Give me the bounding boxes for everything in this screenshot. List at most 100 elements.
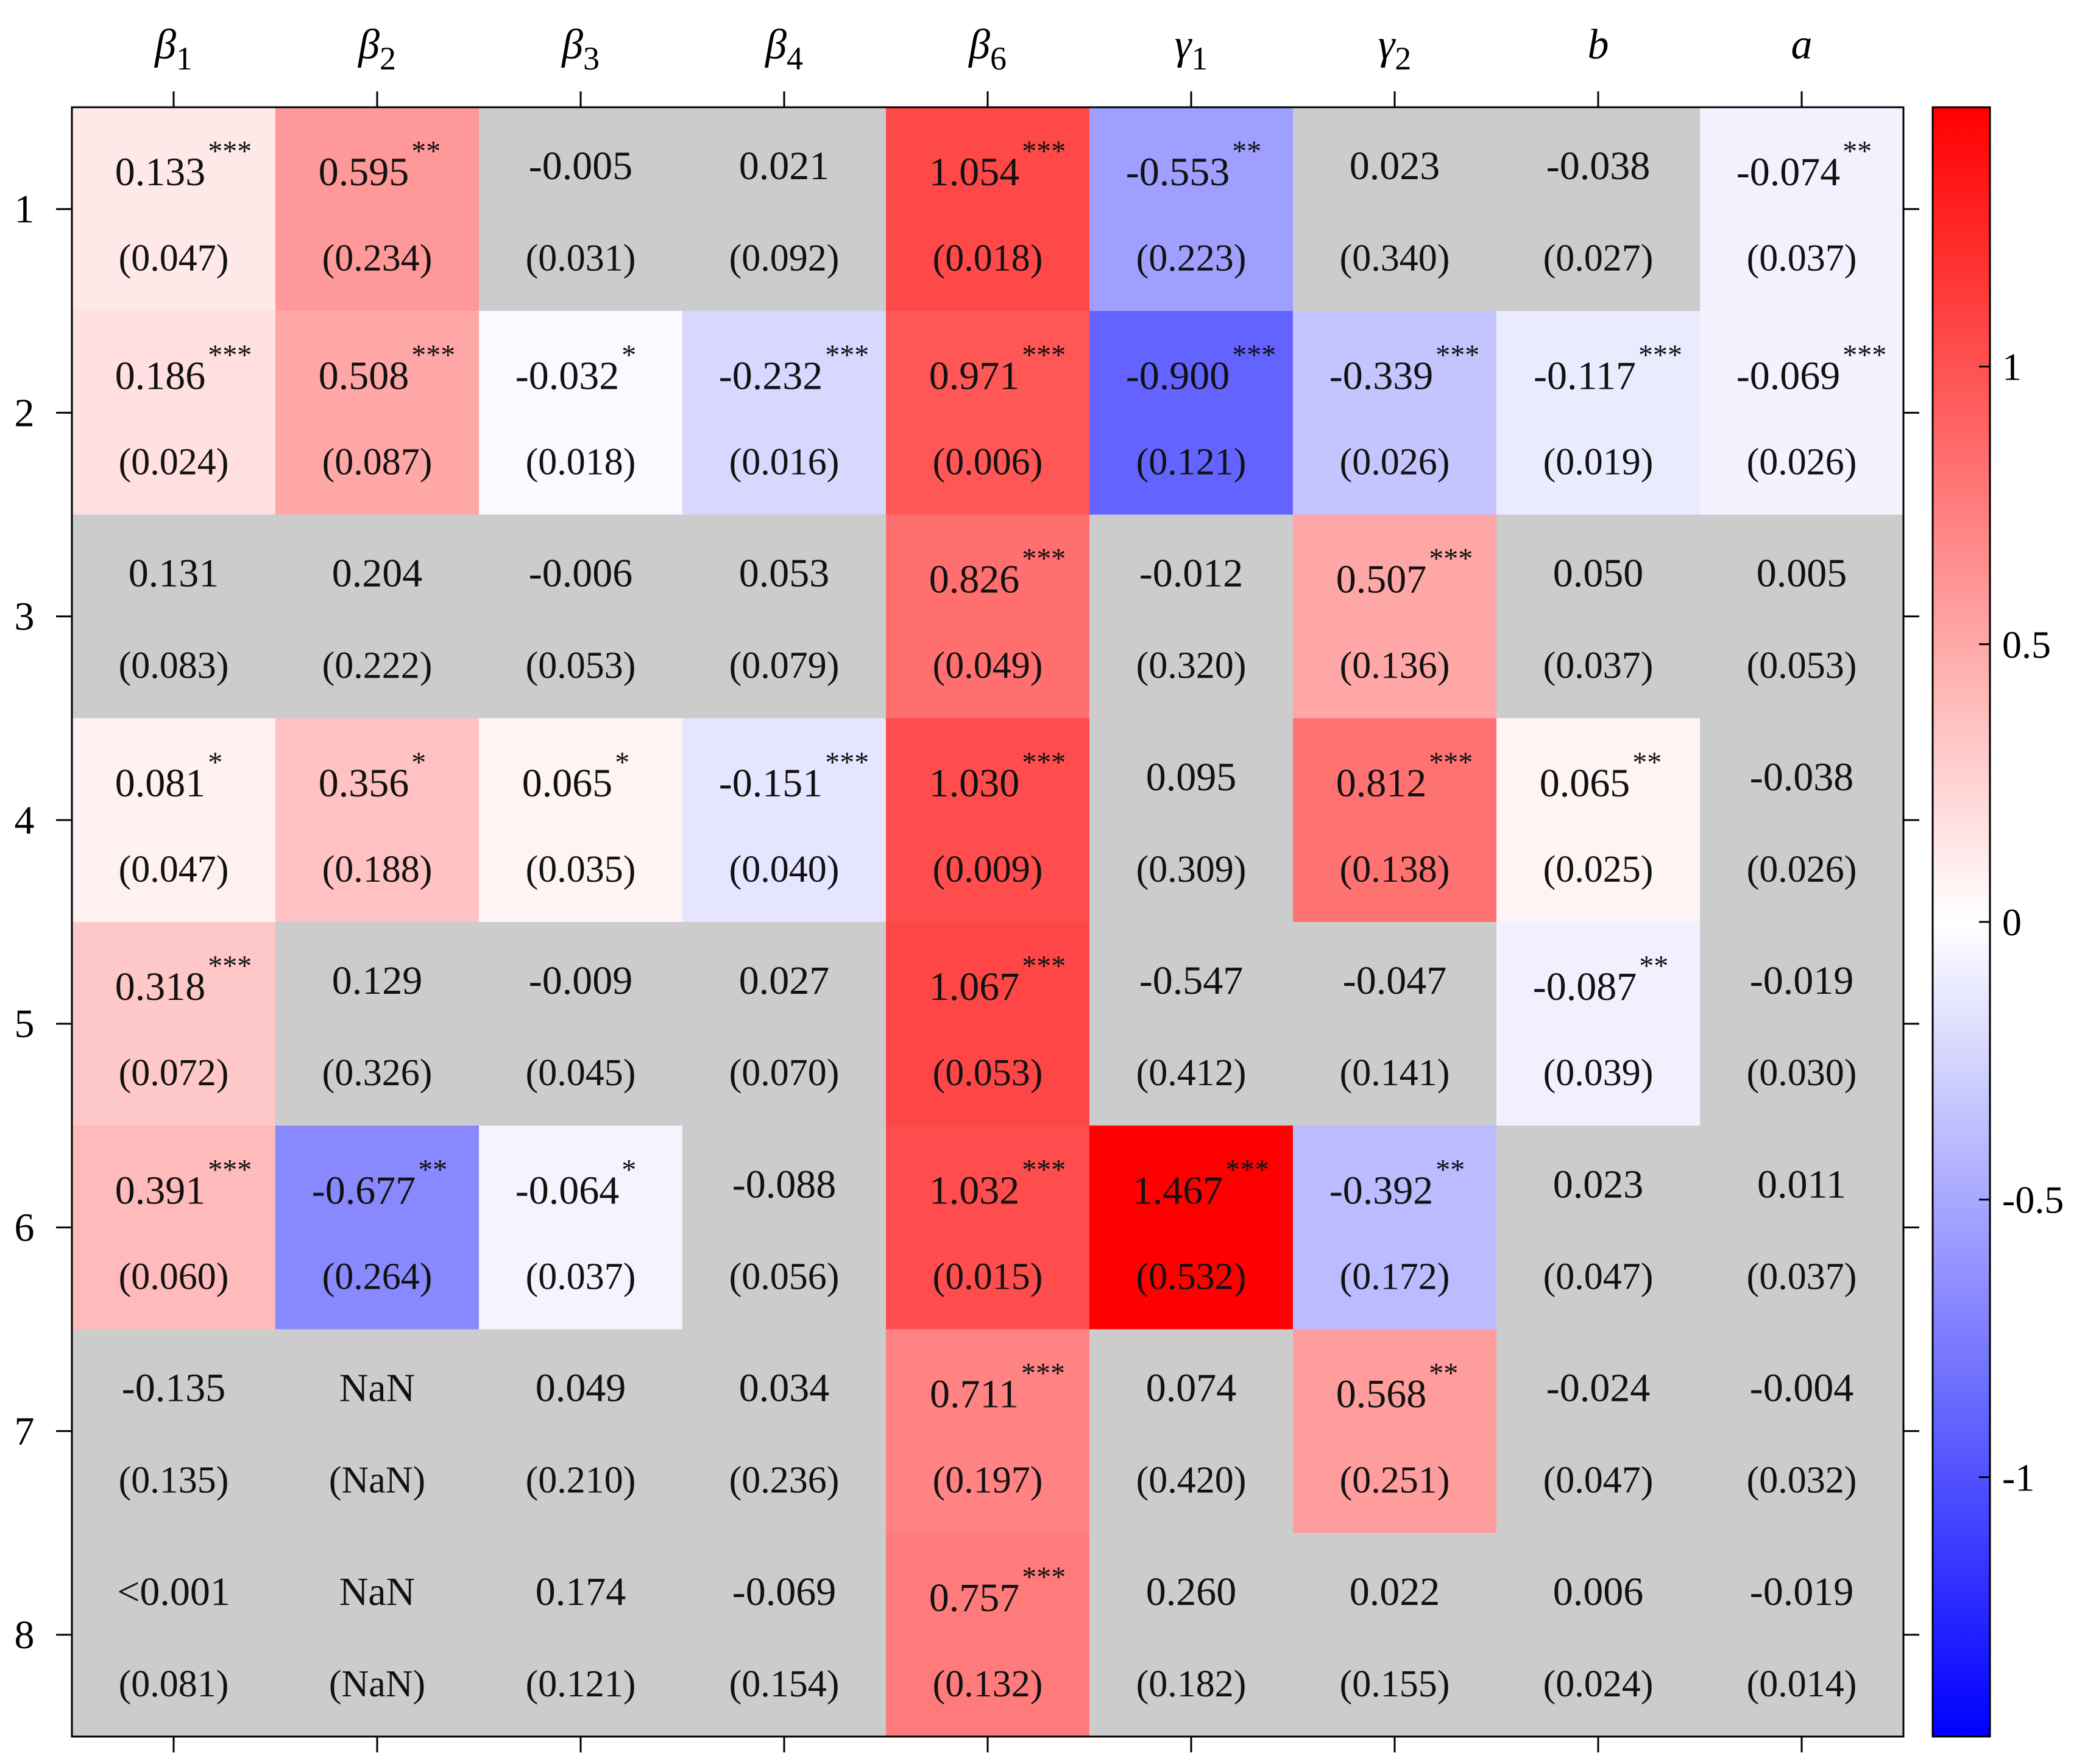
std-error-label: (0.532) [1136,1256,1247,1297]
std-error-label: (0.264) [322,1256,433,1297]
estimate-label: 0.260 [1146,1570,1237,1614]
estimate-label: -0.012 [1139,551,1243,596]
std-error-label: (0.039) [1543,1052,1654,1094]
significance-stars: ** [1639,950,1668,982]
heatmap-cell [72,107,276,311]
heatmap-cell [886,922,1090,1126]
heatmap-cell [1293,1329,1497,1534]
heatmap-cell [1496,922,1701,1126]
std-error-label: (0.026) [1747,441,1857,483]
significance-stars: *** [208,135,252,168]
significance-stars: *** [1021,1358,1065,1390]
significance-stars: * [208,746,222,779]
std-error-label: (0.047) [1543,1256,1654,1297]
significance-stars: *** [208,950,252,982]
std-error-label: (0.141) [1340,1052,1450,1094]
std-error-label: (0.136) [1340,645,1450,687]
std-error-label: (0.047) [119,849,229,890]
colorbar-tick-label: 0 [2002,901,2022,944]
estimate-label: 0.049 [536,1366,626,1411]
heatmap-cell [479,311,683,515]
significance-stars: *** [1022,543,1066,575]
estimate-label: 1.054 [929,150,1020,194]
estimate-label: -0.038 [1546,144,1650,188]
heatmap-cell [1089,107,1294,311]
estimate-label: 0.356 [319,761,409,806]
heatmap-cell [886,1532,1090,1737]
heatmap-cell [72,1329,276,1534]
estimate-label: -0.074 [1736,150,1840,194]
estimate-label: 0.065 [1540,761,1630,806]
significance-stars: *** [1429,543,1473,575]
significance-stars: *** [1843,339,1886,371]
estimate-label: 1.067 [929,965,1020,1009]
significance-stars: * [621,1153,636,1186]
column-label: γ1 [1175,21,1208,77]
significance-stars: * [621,339,636,371]
std-error-label: (0.030) [1747,1052,1857,1094]
significance-stars: ** [418,1153,447,1186]
column-label: b [1588,21,1609,68]
estimate-label: -0.005 [529,144,632,188]
heatmap-cell [1089,1329,1294,1534]
heatmap-cell [1700,311,1904,515]
std-error-label: (0.222) [322,645,433,687]
std-error-label: (0.014) [1747,1663,1857,1705]
std-error-label: (0.320) [1136,645,1247,687]
estimate-label: -0.553 [1126,150,1230,194]
estimate-label: <0.001 [117,1570,230,1614]
std-error-label: (0.210) [526,1460,636,1501]
estimate-label: 0.065 [522,761,613,806]
heatmap-cell [479,514,683,719]
estimate-label: 0.508 [319,353,409,398]
std-error-label: (0.040) [729,849,840,890]
significance-stars: *** [411,339,455,371]
std-error-label: (0.072) [119,1052,229,1094]
std-error-label: (0.053) [933,1052,1043,1094]
std-error-label: (0.188) [322,849,433,890]
std-error-label: (0.047) [119,238,229,279]
std-error-label: (0.056) [729,1256,840,1297]
column-label: β1 [154,21,193,77]
estimate-label: -0.117 [1534,353,1636,398]
estimate-label: 0.081 [115,761,206,806]
significance-stars: ** [1435,1153,1465,1186]
estimate-label: -0.019 [1750,958,1853,1003]
heatmap-cell [886,1125,1090,1330]
heatmap-cell [1700,514,1904,719]
heatmap-cell [275,718,480,923]
column-label: β2 [357,21,396,77]
row-label: 6 [15,1205,35,1250]
column-label: β6 [968,21,1007,77]
colorbar-tick-label: 1 [2002,345,2022,389]
heatmap-cell [275,922,480,1126]
heatmap-cell [1293,514,1497,719]
std-error-label: (0.035) [526,849,636,890]
significance-stars: *** [1022,1561,1066,1593]
heatmap-cell [275,1125,480,1330]
estimate-label: 0.595 [319,150,409,194]
std-error-label: (0.132) [933,1663,1043,1705]
heatmap-cell [479,1329,683,1534]
estimate-label: NaN [339,1366,416,1411]
column-label: γ2 [1378,21,1412,77]
std-error-label: (0.045) [526,1052,636,1094]
estimate-label: -0.019 [1750,1570,1853,1614]
estimate-label: -0.032 [515,353,619,398]
estimate-label: 0.023 [1553,1162,1644,1206]
heatmap-cell [682,1125,887,1330]
estimate-label: 0.971 [929,353,1020,398]
estimate-label: 0.022 [1350,1570,1440,1614]
estimate-label: 0.005 [1757,551,1847,596]
estimate-label: 0.391 [115,1168,206,1213]
std-error-label: (0.031) [526,238,636,279]
cells-group [72,107,1904,1737]
column-label: a [1791,21,1813,68]
std-error-label: (0.019) [1543,441,1654,483]
estimate-label: 1.030 [929,761,1020,806]
significance-stars: ** [1429,1358,1458,1390]
significance-stars: *** [825,746,869,779]
estimate-label: -0.135 [122,1366,225,1411]
std-error-label: (0.223) [1136,238,1247,279]
